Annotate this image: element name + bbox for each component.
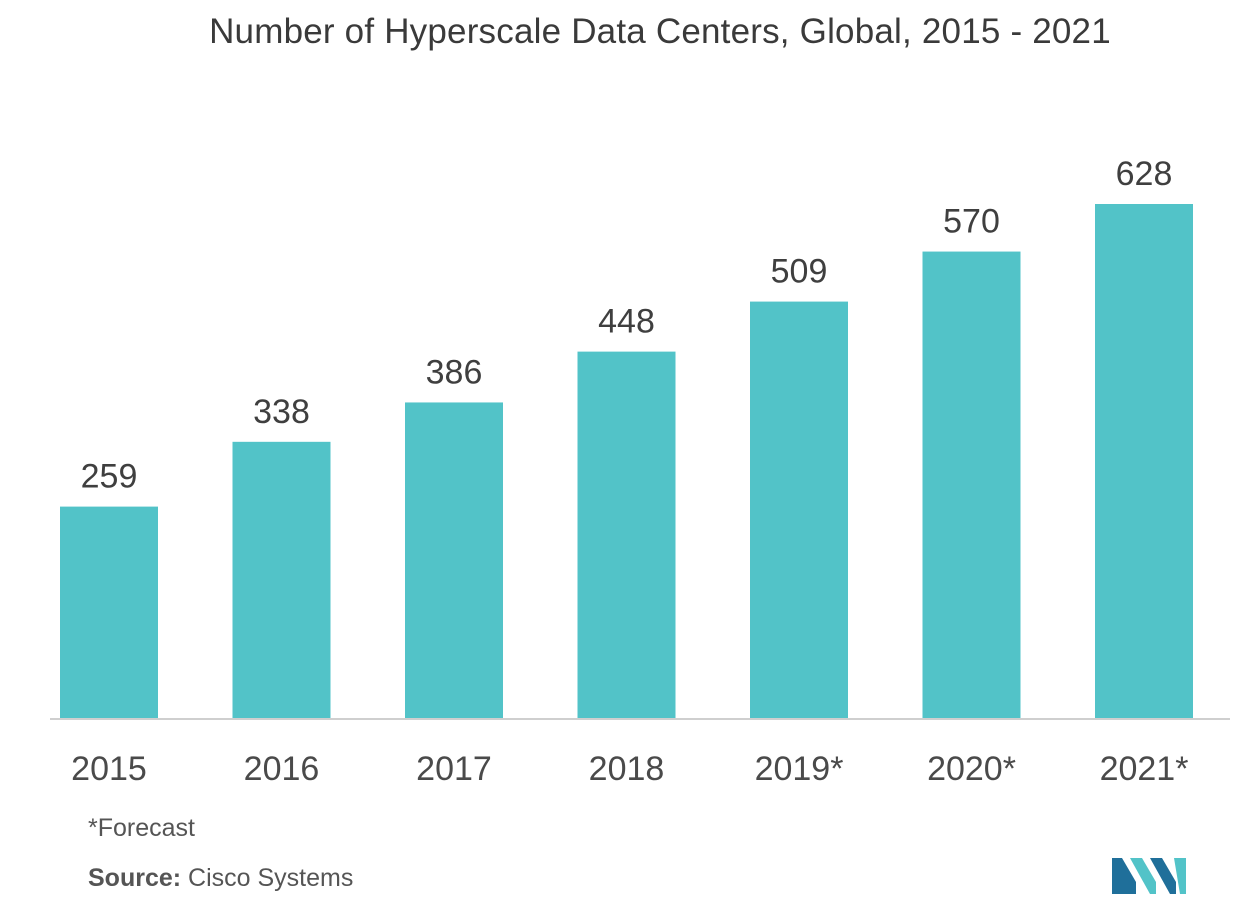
- bar-2017: [405, 402, 503, 719]
- bar-2019: [750, 301, 848, 719]
- bar-2020: [922, 251, 1021, 719]
- value-label-2016: 338: [253, 393, 310, 431]
- x-tick-label-2017: 2017: [416, 750, 492, 788]
- chart-title: Number of Hyperscale Data Centers, Globa…: [209, 12, 1111, 51]
- bar-2021: [1095, 204, 1193, 719]
- x-tick-label-2016: 2016: [244, 750, 320, 788]
- x-tick-label-2018: 2018: [589, 750, 665, 788]
- value-label-2015: 259: [81, 458, 138, 496]
- source-label: Source:: [88, 864, 182, 892]
- x-tick-label-2021: 2021*: [1100, 750, 1189, 788]
- value-labels-group: 259 338 386 448 509 570 628: [81, 155, 1173, 496]
- x-tick-label-2019: 2019*: [755, 750, 844, 788]
- x-tick-label-2015: 2015: [71, 750, 147, 788]
- bar-2015: [60, 506, 158, 719]
- source-line: Source: Cisco Systems: [88, 864, 353, 893]
- x-tick-label-2020: 2020*: [927, 750, 1016, 788]
- value-label-2017: 386: [426, 353, 483, 391]
- x-tick-labels-group: 2015 2016 2017 2018 2019* 2020* 2021*: [71, 750, 1188, 788]
- bars-group: [60, 204, 1193, 719]
- value-label-2020: 570: [943, 203, 1000, 241]
- source-value: Cisco Systems: [188, 864, 354, 892]
- value-label-2021: 628: [1116, 155, 1173, 193]
- forecast-note: *Forecast: [88, 814, 195, 842]
- value-label-2019: 509: [771, 253, 828, 291]
- bar-2016: [232, 441, 331, 719]
- bar-2018: [577, 351, 676, 719]
- company-logo-icon: [1112, 858, 1186, 894]
- value-label-2018: 448: [598, 303, 655, 341]
